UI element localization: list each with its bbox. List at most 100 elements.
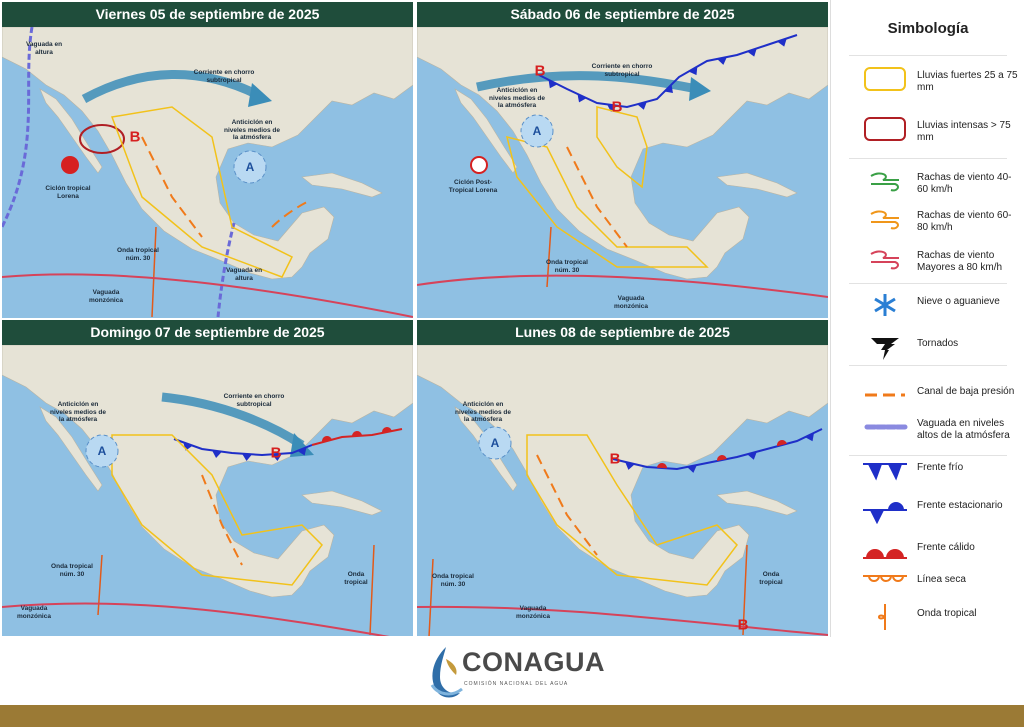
front-symbol xyxy=(322,436,332,443)
legend-icon xyxy=(863,575,907,582)
icon xyxy=(871,338,899,360)
map-label: Vaguada monzónica xyxy=(614,295,648,310)
weather-features xyxy=(417,34,828,298)
rain-area xyxy=(505,135,709,268)
map-label: Vaguada monzónica xyxy=(516,605,550,620)
front-symbol xyxy=(548,79,558,89)
legend-separator xyxy=(849,158,1007,159)
legend-label: Tornados xyxy=(917,338,959,349)
pressure-symbol: B xyxy=(609,450,621,468)
anticyclone xyxy=(478,426,512,460)
legend-icon xyxy=(870,250,899,270)
map-label: Corriente en chorro subtropical xyxy=(223,393,285,408)
legend-label: Línea seca xyxy=(917,574,966,585)
legend-icon xyxy=(864,117,906,141)
front-symbol xyxy=(212,450,222,458)
jet-head xyxy=(248,83,272,107)
icon xyxy=(864,67,906,91)
map-label: Anticiclón en niveles medios de la atmós… xyxy=(455,401,511,423)
jet-head xyxy=(689,77,711,101)
land xyxy=(716,490,798,516)
rain-area xyxy=(526,434,738,586)
pressure-symbol: B xyxy=(737,616,749,634)
map-label: Onda tropical núm. 30 xyxy=(51,563,93,578)
icon xyxy=(870,210,899,230)
land xyxy=(716,172,798,198)
panel-title: Lunes 08 de septiembre de 2025 xyxy=(417,320,828,345)
map-label: Anticiclón en niveles medios de la atmós… xyxy=(50,401,106,423)
icon xyxy=(878,604,886,630)
heavy-rain xyxy=(79,124,125,154)
map-label: Corriente en chorro subtropical xyxy=(193,69,255,84)
panel-title: Viernes 05 de septiembre de 2025 xyxy=(2,2,413,27)
icon xyxy=(870,172,899,192)
low-channel xyxy=(566,146,628,248)
legend-label: Frente estacionario xyxy=(917,500,1003,511)
map-label: Corriente en chorro subtropical xyxy=(591,63,653,78)
jet-stream xyxy=(81,70,261,103)
icon xyxy=(863,575,907,582)
legend-icon xyxy=(865,393,905,397)
map xyxy=(2,345,413,636)
map-label: Vaguada en altura xyxy=(25,41,63,56)
land xyxy=(301,490,383,516)
legend-title: Simbología xyxy=(887,20,969,37)
tropical-wave xyxy=(742,544,748,636)
anticyclone xyxy=(233,150,267,184)
pressure-symbol: B xyxy=(534,62,546,80)
logo-icon xyxy=(430,647,463,698)
anticyclone xyxy=(520,114,554,148)
weather-features xyxy=(2,392,403,636)
front-symbol xyxy=(577,93,587,103)
upper-trough xyxy=(216,222,236,318)
map-label: Vaguada monzónica xyxy=(17,605,51,620)
icon xyxy=(870,250,899,270)
front-symbol xyxy=(637,101,647,110)
legend-icon xyxy=(863,502,907,524)
map-label: Ciclón Post- Tropical Lorena xyxy=(448,179,498,194)
map-label: Ciclón tropical Lorena xyxy=(45,185,91,200)
rain-area xyxy=(111,434,323,586)
footer: CONAGUA COMISIÓN NACIONAL DEL AGUA xyxy=(0,637,1024,727)
map-label: Vaguada monzónica xyxy=(89,289,123,304)
front-symbol xyxy=(687,465,697,473)
map xyxy=(2,27,413,318)
pressure-symbol: A xyxy=(245,160,255,174)
pressure-symbol: A xyxy=(97,444,107,458)
front-symbol xyxy=(747,48,757,57)
anticyclone xyxy=(85,434,119,468)
legend-separator xyxy=(849,283,1007,284)
tropical-wave xyxy=(151,226,157,318)
low-channel xyxy=(141,136,203,238)
front-symbol xyxy=(657,463,667,469)
front-symbol xyxy=(777,440,787,447)
low-channel xyxy=(271,201,308,228)
legend-label: Rachas de viento 40-60 km/h xyxy=(917,172,1012,195)
front-symbol xyxy=(625,461,635,470)
map-panel: Viernes 05 de septiembre de 2025 Vaguada … xyxy=(2,2,413,318)
icon xyxy=(863,549,907,559)
front-symbol xyxy=(272,453,282,461)
panel-title: Sábado 06 de septiembre de 2025 xyxy=(417,2,828,27)
map-label: Anticiclón en niveles medios de la atmós… xyxy=(489,87,545,109)
front-symbol xyxy=(607,104,617,112)
legend-label: Rachas de viento 60-80 km/h xyxy=(917,210,1012,233)
map xyxy=(417,345,828,636)
pressure-symbol: B xyxy=(611,98,623,116)
legend-icon xyxy=(864,424,908,430)
tropical-wave xyxy=(369,544,375,636)
legend-label: Frente frío xyxy=(917,462,964,473)
map xyxy=(417,27,828,318)
tropical-wave xyxy=(546,226,552,288)
upper-trough xyxy=(2,27,34,228)
footer-bar xyxy=(0,705,1024,727)
map-label: Onda tropical xyxy=(344,571,368,586)
icon xyxy=(874,294,896,316)
legend: Simbología Lluvias fuertes 25 a 75 mm Llu… xyxy=(830,0,1024,637)
legend-icon xyxy=(878,604,886,630)
land xyxy=(454,88,518,174)
land xyxy=(417,27,828,280)
jet-stream xyxy=(161,392,305,449)
map-label: Onda tropical núm. 30 xyxy=(117,247,159,262)
monsoon-trough xyxy=(2,273,413,318)
